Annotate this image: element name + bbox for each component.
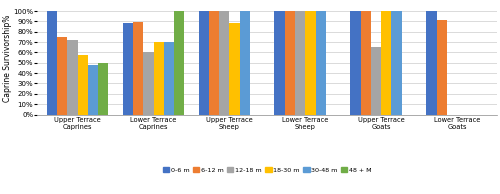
Bar [381,11,392,114]
Bar [98,63,108,114]
Y-axis label: Caprine Survivorship%: Caprine Survivorship% [3,15,12,102]
Bar [122,23,133,114]
Bar [240,11,250,114]
Bar [133,23,143,114]
Bar [316,11,326,114]
Bar [78,55,88,114]
Legend: 0-6 m, 6-12 m, 12-18 m, 18-30 m, 30-48 m, 48 + M: 0-6 m, 6-12 m, 12-18 m, 18-30 m, 30-48 m… [160,165,374,175]
Bar [198,11,209,114]
Bar [143,52,154,114]
Bar [68,40,78,114]
Bar [47,11,57,114]
Bar [371,47,381,114]
Bar [88,65,98,114]
Bar [230,23,239,114]
Bar [209,11,219,114]
Bar [306,11,316,114]
Bar [219,11,230,114]
Bar [350,11,360,114]
Bar [274,11,284,114]
Bar [154,42,164,114]
Bar [174,11,184,114]
Bar [284,11,295,114]
Bar [436,20,447,114]
Bar [426,11,436,114]
Bar [392,11,402,114]
Bar [164,42,174,114]
Bar [57,37,68,114]
Bar [295,11,306,114]
Bar [360,11,371,114]
